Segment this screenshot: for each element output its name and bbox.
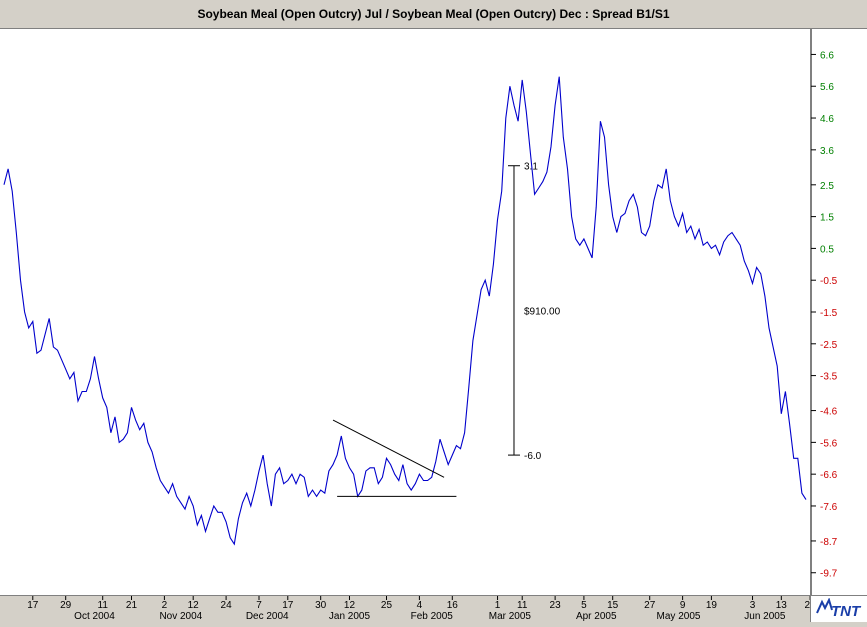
measure-top-label: 3.1 bbox=[524, 162, 538, 173]
x-day-label: 9 bbox=[680, 600, 686, 611]
x-month-label: Jun 2005 bbox=[744, 611, 786, 622]
x-day-label: 4 bbox=[417, 600, 423, 611]
y-tick-label: -8.7 bbox=[820, 537, 838, 548]
x-day-label: 13 bbox=[776, 600, 788, 611]
x-day-label: 15 bbox=[607, 600, 619, 611]
plot-svg: 3.1 $910.00 -6.0 bbox=[3, 76, 807, 546]
x-month-label: Apr 2005 bbox=[576, 611, 617, 622]
y-tick-label: -3.5 bbox=[820, 372, 838, 383]
x-month-label: Nov 2004 bbox=[159, 611, 202, 622]
x-month-label: Oct 2004 bbox=[74, 611, 115, 622]
x-day-label: 12 bbox=[188, 600, 200, 611]
x-month-label: May 2005 bbox=[657, 611, 701, 622]
x-day-label: 5 bbox=[581, 600, 587, 611]
x-day-label: 3 bbox=[750, 600, 756, 611]
x-day-label: 23 bbox=[550, 600, 562, 611]
chart-title: Soybean Meal (Open Outcry) Jul / Soybean… bbox=[0, 0, 867, 29]
x-day-label: 25 bbox=[381, 600, 393, 611]
plot-area[interactable]: 3.1 $910.00 -6.0 bbox=[0, 29, 810, 595]
x-day-label: 30 bbox=[315, 600, 327, 611]
tnt-logo-icon: TNT bbox=[815, 598, 862, 620]
y-tick-label: -2.5 bbox=[820, 340, 838, 351]
tnt-logo: TNT bbox=[810, 595, 867, 622]
svg-text:TNT: TNT bbox=[831, 603, 862, 620]
y-tick-label: 4.6 bbox=[820, 114, 834, 125]
x-day-label: 7 bbox=[256, 600, 262, 611]
y-tick-label: 5.6 bbox=[820, 82, 834, 93]
y-tick-label: 1.5 bbox=[820, 213, 834, 224]
y-tick-label: -4.6 bbox=[820, 407, 838, 418]
x-day-label: 21 bbox=[126, 600, 138, 611]
y-tick-label: -7.6 bbox=[820, 502, 838, 513]
x-day-label: 11 bbox=[98, 600, 109, 611]
x-day-label: 17 bbox=[282, 600, 294, 611]
series-line bbox=[3, 76, 807, 546]
y-axis-svg: 6.6 5.6 4.6 3.6 2.5 1.5 0.5 -0.5 -1.5 -2.5 -3.5 -4.… bbox=[811, 29, 838, 595]
measure-bottom-label: -6.0 bbox=[524, 451, 542, 462]
measure-mid-label: $910.00 bbox=[524, 306, 561, 317]
x-day-label: 2 bbox=[162, 600, 168, 611]
x-day-label: 1 bbox=[495, 600, 501, 611]
y-tick-label: 6.6 bbox=[820, 50, 834, 61]
x-axis: 17 29 11 21 2 12 24 7 17 30 12 25 4 16 1 11 23 5 15 27 9 19 3 1… bbox=[0, 595, 816, 622]
x-day-label: 17 bbox=[27, 600, 39, 611]
x-month-label: Dec 2004 bbox=[246, 611, 289, 622]
x-axis-svg: 17 29 11 21 2 12 24 7 17 30 12 25 4 16 1 11 23 5 15 27 9 19 3 1… bbox=[27, 596, 816, 622]
x-day-label: 16 bbox=[447, 600, 459, 611]
x-day-label: 12 bbox=[344, 600, 356, 611]
x-day-label: 19 bbox=[706, 600, 718, 611]
x-month-label: Feb 2005 bbox=[411, 611, 454, 622]
trendline-1[interactable] bbox=[332, 419, 445, 478]
y-tick-label: 2.5 bbox=[820, 181, 834, 192]
y-tick-label: -1.5 bbox=[820, 308, 838, 319]
y-axis: 6.6 5.6 4.6 3.6 2.5 1.5 0.5 -0.5 -1.5 -2.5 -3.5 -4.… bbox=[810, 29, 867, 595]
y-tick-label: -6.6 bbox=[820, 470, 838, 481]
x-day-label: 29 bbox=[60, 600, 72, 611]
x-month-label: Mar 2005 bbox=[489, 611, 532, 622]
x-day-label: 11 bbox=[517, 600, 528, 611]
y-tick-label: -0.5 bbox=[820, 276, 838, 287]
y-tick-label: -9.7 bbox=[820, 569, 838, 580]
y-tick-label: 3.6 bbox=[820, 146, 834, 157]
x-day-label: 24 bbox=[221, 600, 233, 611]
x-day-label: 27 bbox=[644, 600, 656, 611]
x-month-label: Jan 2005 bbox=[329, 611, 371, 622]
y-tick-label: -5.6 bbox=[820, 438, 838, 449]
y-tick-label: 0.5 bbox=[820, 244, 834, 255]
